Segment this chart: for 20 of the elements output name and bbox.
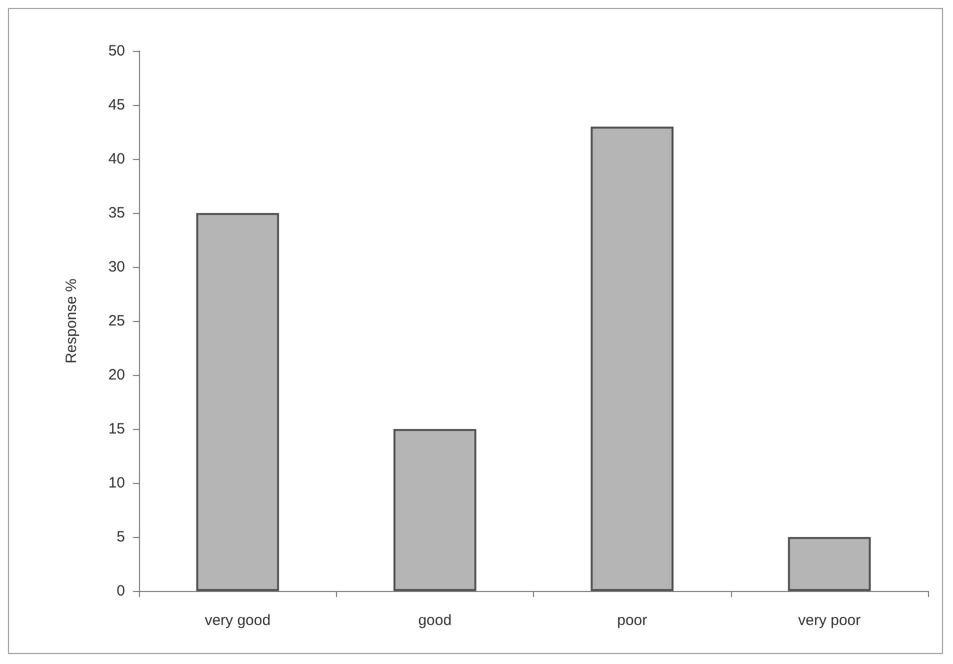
bar	[590, 126, 674, 591]
x-tick-label: very good	[204, 612, 271, 629]
y-tick-label: 10	[108, 474, 125, 492]
y-tick-label: 40	[108, 150, 125, 168]
bar	[393, 429, 476, 591]
bar	[196, 213, 280, 591]
x-tick-label: good	[418, 612, 452, 629]
bar	[788, 537, 871, 591]
y-tick-label: 25	[108, 312, 125, 330]
y-tick-label: 5	[116, 528, 125, 546]
y-tick-label: 30	[108, 258, 125, 276]
y-tick-label: 45	[108, 96, 125, 114]
y-axis-title: Response %	[63, 278, 80, 364]
x-tick-label: poor	[617, 612, 648, 629]
y-tick-label: 35	[108, 204, 125, 222]
y-tick-label: 0	[116, 582, 125, 600]
y-tick-label: 20	[108, 366, 125, 384]
y-tick-label: 50	[108, 42, 125, 60]
x-tick-label: very poor	[798, 612, 861, 629]
y-tick-label: 15	[108, 420, 125, 438]
